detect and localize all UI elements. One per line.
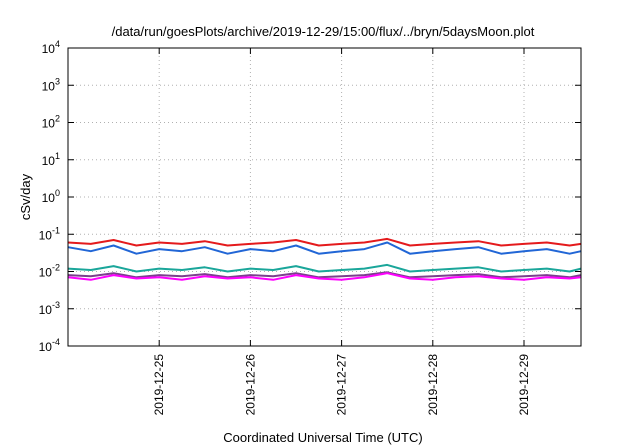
x-axis-ticks: 2019-12-25 2019-12-26 2019-12-27 2019-12-28…	[152, 48, 531, 415]
y-tick-label: 100	[42, 188, 60, 205]
x-tick-label: 2019-12-27	[335, 354, 349, 416]
y-tick-label: 101	[42, 151, 60, 168]
y-tick-label: 102	[42, 114, 60, 131]
grid	[68, 48, 581, 346]
y-axis-ticks: 10-4 10-3 10-2 10-1 100 101 102 103 104	[39, 39, 581, 354]
y-tick-label: 10-2	[39, 263, 60, 280]
x-tick-label: 2019-12-28	[426, 354, 440, 416]
y-tick-label: 10-4	[39, 337, 60, 354]
y-tick-label: 10-3	[39, 300, 60, 317]
y-tick-label: 10-1	[39, 225, 60, 242]
series-line-1	[67, 237, 582, 247]
x-tick-label: 2019-12-26	[243, 354, 257, 416]
series-line-5	[67, 272, 582, 281]
series-line-4	[67, 271, 582, 279]
chart-title: /data/run/goesPlots/archive/2019-12-29/1…	[112, 24, 535, 39]
series-lines	[67, 237, 582, 281]
y-tick-label: 104	[42, 39, 60, 56]
series-line-3	[67, 263, 582, 273]
series-line-2	[67, 241, 582, 255]
y-axis-label: cSv/day	[18, 173, 33, 220]
x-tick-label: 2019-12-25	[152, 354, 166, 416]
x-tick-label: 2019-12-29	[517, 354, 531, 416]
y-tick-label: 103	[42, 76, 60, 93]
x-axis-label: Coordinated Universal Time (UTC)	[223, 430, 422, 445]
